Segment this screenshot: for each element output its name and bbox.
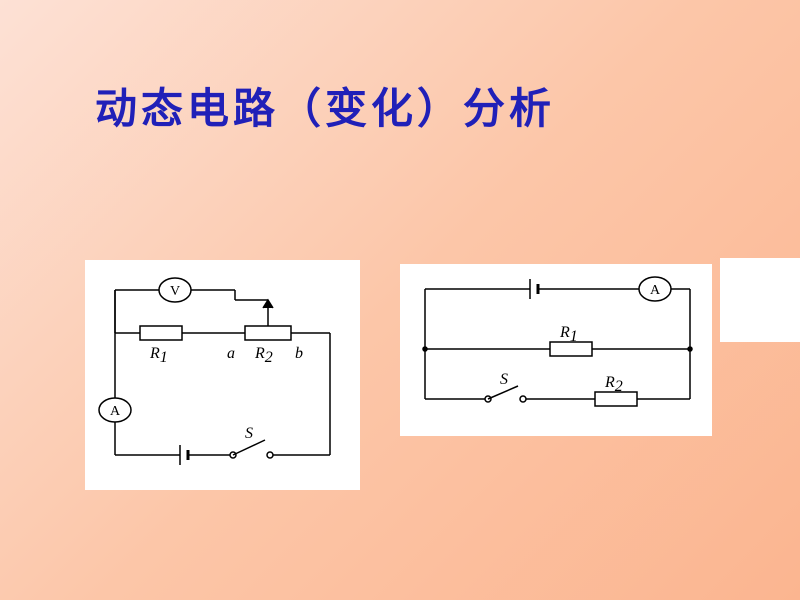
r1-label-left: R1 <box>149 345 168 366</box>
circuit-diagram-right: A R1 R2 S <box>400 264 712 436</box>
voltmeter-label: V <box>170 284 180 299</box>
rheostat-b-label: b <box>295 345 303 362</box>
circuit-left-svg: V A R1 a R2 b S <box>85 260 360 490</box>
ammeter-label-right: A <box>650 283 661 298</box>
circuit-diagram-left: V A R1 a R2 b S <box>85 260 360 490</box>
switch-label-right: S <box>500 371 508 388</box>
page-title: 动态电路（变化）分析 <box>95 75 555 136</box>
circuit-right-svg: A R1 R2 S <box>400 264 712 436</box>
switch-label-left: S <box>245 425 253 442</box>
white-strip <box>720 258 800 342</box>
ammeter-label-left: A <box>110 404 121 419</box>
rheostat-a-label: a <box>227 345 235 362</box>
r2-label-left: R2 <box>254 345 273 366</box>
